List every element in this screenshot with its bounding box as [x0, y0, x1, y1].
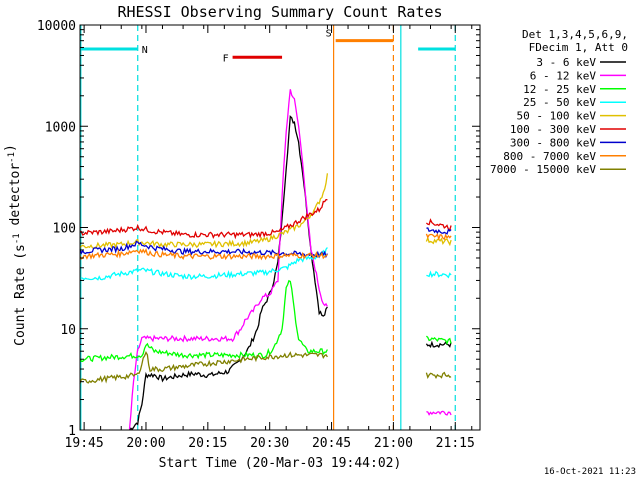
series-line: [426, 227, 452, 235]
series-line: [128, 89, 328, 430]
flag-label-n: N: [142, 45, 148, 56]
axes: 10000 1000 100 10 119:45 20:00 20:15 20:30 20:45…: [37, 19, 481, 451]
legend-label: 25 - 50 keV: [523, 96, 596, 109]
legend: Det 1,3,4,5,6,9,FDecim 1, Att 0 3 - 6 keV…: [490, 28, 628, 176]
legend-label: 6 - 12 keV: [530, 69, 597, 82]
series-line: [79, 247, 328, 281]
x-tick-label: 21:15: [436, 436, 475, 451]
series-line: [425, 371, 452, 379]
series-line: [426, 270, 452, 279]
legend-label: 7000 - 15000 keV: [490, 163, 596, 176]
y-tick-label: 100: [53, 222, 76, 237]
legend-label: 3 - 6 keV: [536, 56, 596, 69]
legend-label: 50 - 100 keV: [517, 110, 597, 123]
legend-label: 100 - 300 keV: [510, 123, 596, 136]
observing-flags: N F S: [80, 25, 456, 430]
series-line: [79, 199, 328, 240]
x-tick-label: 20:15: [188, 436, 227, 451]
series-line: [426, 410, 452, 416]
x-axis-label: Start Time (20-Mar-03 19:44:02): [159, 456, 402, 471]
series-line: [425, 233, 452, 241]
x-tick-label: 21:00: [374, 436, 413, 451]
chart-title: RHESSI Observing Summary Count Rates: [117, 3, 442, 21]
series-line: [128, 115, 328, 431]
series-line: [79, 351, 328, 384]
data-series: [79, 89, 452, 431]
flag-label-f: F: [223, 53, 229, 64]
legend-label: 12 - 25 keV: [523, 83, 596, 96]
series-line: [79, 247, 328, 261]
series-line: [79, 240, 328, 259]
legend-header: Det 1,3,4,5,6,9,: [522, 28, 628, 41]
y-tick-label: 1000: [45, 120, 76, 135]
y-axis-label: Count Rate (s-1 detector-1): [3, 144, 28, 346]
series-line: [425, 335, 452, 346]
legend-label: 800 - 7000 keV: [503, 150, 596, 163]
series-line: [79, 173, 329, 250]
x-tick-label: 19:45: [65, 436, 104, 451]
timestamp: 16-Oct-2021 11:23: [544, 467, 636, 477]
series-line: [425, 218, 452, 231]
legend-header: FDecim 1, Att 0: [529, 41, 628, 54]
y-tick-label: 10: [60, 323, 76, 338]
flag-label-s: S: [326, 29, 332, 40]
y-tick-label: 10000: [37, 19, 76, 34]
series-line: [79, 279, 328, 363]
y-tick-label: 1: [68, 424, 76, 439]
legend-label: 300 - 800 keV: [510, 136, 596, 149]
x-tick-label: 20:30: [250, 436, 289, 451]
x-tick-label: 20:45: [312, 436, 351, 451]
x-tick-label: 20:00: [126, 436, 165, 451]
